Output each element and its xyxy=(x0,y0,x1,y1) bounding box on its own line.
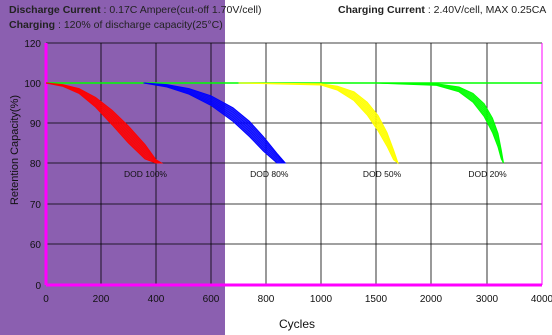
left-panel-background xyxy=(0,0,225,335)
charging-value: : 120% of discharge capacity(25°C) xyxy=(55,19,223,31)
series-texture-line xyxy=(143,82,286,164)
series-texture-line xyxy=(143,82,286,164)
x-tick-label: 1500 xyxy=(365,294,388,305)
series-texture-line xyxy=(375,82,504,164)
discharge-current-label: Discharge Current xyxy=(9,4,101,16)
dod-annotation: DOD 50% xyxy=(363,169,402,179)
charging-label: Charging xyxy=(9,19,56,31)
y-tick-label: 60 xyxy=(30,240,42,251)
dod-annotation: DOD 80% xyxy=(250,169,289,179)
x-tick-label: 200 xyxy=(93,294,110,305)
x-axis-title: Cycles xyxy=(279,317,315,331)
charging-text: Charging : 120% of discharge capacity(25… xyxy=(9,19,223,31)
discharge-current-text: Discharge Current : 0.17C Ampere(cut-off… xyxy=(9,4,262,16)
series-texture-line xyxy=(45,82,162,164)
y-tick-label: 120 xyxy=(24,39,41,50)
series-texture-line xyxy=(375,82,504,164)
y-axis-title: Retention Capacity(%) xyxy=(9,95,21,205)
series-texture-line xyxy=(238,82,399,164)
series-texture-line xyxy=(45,82,162,164)
series-texture-line xyxy=(375,82,504,164)
x-tick-label: 4000 xyxy=(531,294,552,305)
x-tick-label: 600 xyxy=(203,294,220,305)
y-tick-label: 0 xyxy=(35,281,41,292)
series-texture-line xyxy=(143,82,286,164)
series-texture-line xyxy=(143,82,286,164)
y-tick-label: 70 xyxy=(30,200,42,211)
x-tick-label: 800 xyxy=(258,294,275,305)
discharge-current-value: : 0.17C Ampere(cut-off 1.70V/cell) xyxy=(100,4,262,16)
dod-annotation: DOD 20% xyxy=(468,169,507,179)
charging-current-label: Charging Current xyxy=(338,4,425,16)
y-tick-label: 100 xyxy=(24,79,41,90)
dod-annotation: DOD 100% xyxy=(124,169,167,179)
series-texture-line xyxy=(45,82,162,164)
series-texture-line xyxy=(238,82,399,164)
series-texture-line xyxy=(45,82,162,164)
series-texture-line xyxy=(375,82,504,164)
series-texture-line xyxy=(238,82,399,164)
series-texture-line xyxy=(238,82,399,164)
y-tick-label: 90 xyxy=(30,119,42,130)
x-tick-label: 1000 xyxy=(310,294,333,305)
x-tick-label: 2000 xyxy=(420,294,443,305)
x-tick-label: 0 xyxy=(43,294,49,305)
series-texture-line xyxy=(45,82,162,164)
charging-current-text: Charging Current : 2.40V/cell, MAX 0.25C… xyxy=(338,4,546,16)
x-tick-label: 400 xyxy=(148,294,165,305)
series-texture-line xyxy=(375,82,504,164)
series-texture-line xyxy=(238,82,399,164)
y-tick-label: 80 xyxy=(30,159,42,170)
x-tick-label: 3000 xyxy=(476,294,499,305)
charging-current-value: : 2.40V/cell, MAX 0.25CA xyxy=(424,4,547,16)
series-texture-line xyxy=(143,82,286,164)
